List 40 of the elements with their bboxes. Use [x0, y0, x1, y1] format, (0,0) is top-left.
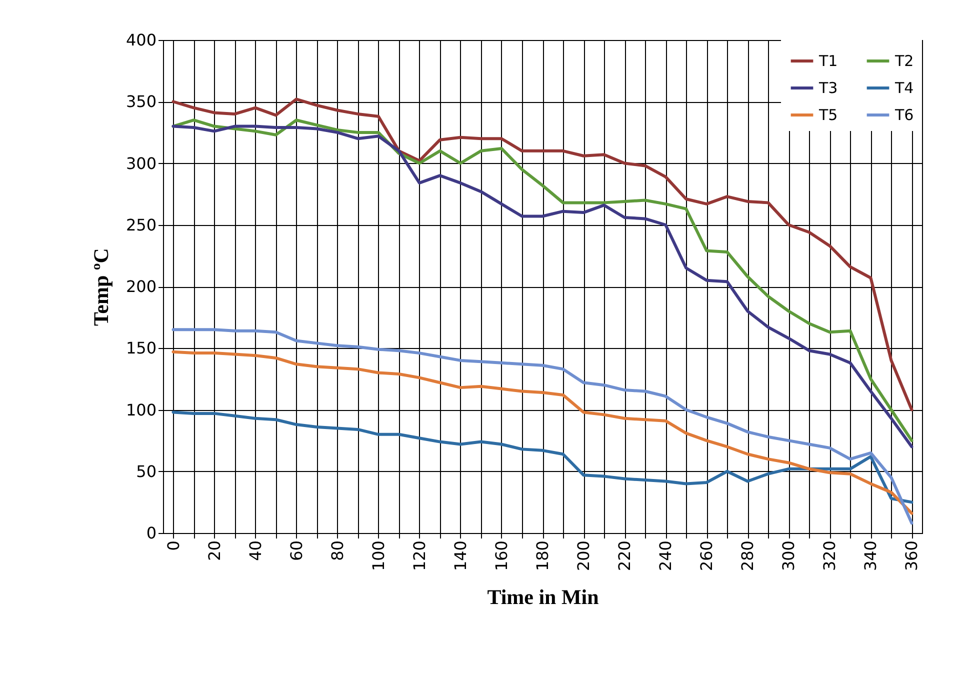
x-tick-label: 260	[697, 540, 716, 572]
x-tick-label: 120	[410, 540, 429, 572]
x-tick-label: 40	[246, 540, 265, 561]
y-tick-label: 300	[126, 154, 156, 173]
y-tick-label: 250	[126, 215, 156, 234]
y-tick-label: 0	[146, 524, 156, 542]
x-tick-label: 360	[902, 540, 922, 572]
y-axis-title: Temp ºC	[88, 248, 113, 326]
x-tick-label: 20	[204, 540, 224, 561]
y-tick-label: 350	[126, 92, 156, 112]
x-tick-label: 320	[820, 540, 840, 572]
x-tick-label: 60	[286, 540, 306, 561]
legend-label: T6	[894, 106, 914, 124]
line-series	[172, 350, 914, 515]
line-series	[172, 328, 914, 525]
y-tick-label: 400	[126, 30, 156, 50]
y-tick-label: 50	[136, 462, 156, 481]
line-series	[172, 98, 914, 412]
x-tick-label: 160	[492, 540, 511, 572]
legend-label: T1	[818, 52, 838, 70]
x-tick-label: 100	[368, 540, 388, 572]
x-tick-label: 80	[328, 540, 347, 561]
x-tick-label: 140	[450, 540, 470, 572]
legend-label: T2	[894, 52, 914, 70]
x-tick-label: 300	[779, 540, 798, 572]
x-tick-label: 0	[164, 540, 183, 551]
x-tick-label: 200	[574, 540, 594, 572]
y-tick-label: 200	[126, 277, 156, 296]
y-tick-label: 100	[126, 400, 156, 420]
x-tick-label: 180	[533, 540, 552, 572]
legend-label: T4	[894, 79, 914, 97]
line-series	[172, 410, 914, 504]
x-tick-label: 340	[861, 540, 880, 572]
legend-label: T3	[818, 79, 838, 97]
x-tick-label: 220	[615, 540, 634, 572]
legend-label: T5	[818, 106, 838, 124]
y-tick-label: 150	[126, 338, 156, 358]
x-tick-label: 240	[656, 540, 676, 572]
x-tick-label: 280	[738, 540, 758, 572]
x-axis-title: Time in Min	[487, 585, 600, 610]
